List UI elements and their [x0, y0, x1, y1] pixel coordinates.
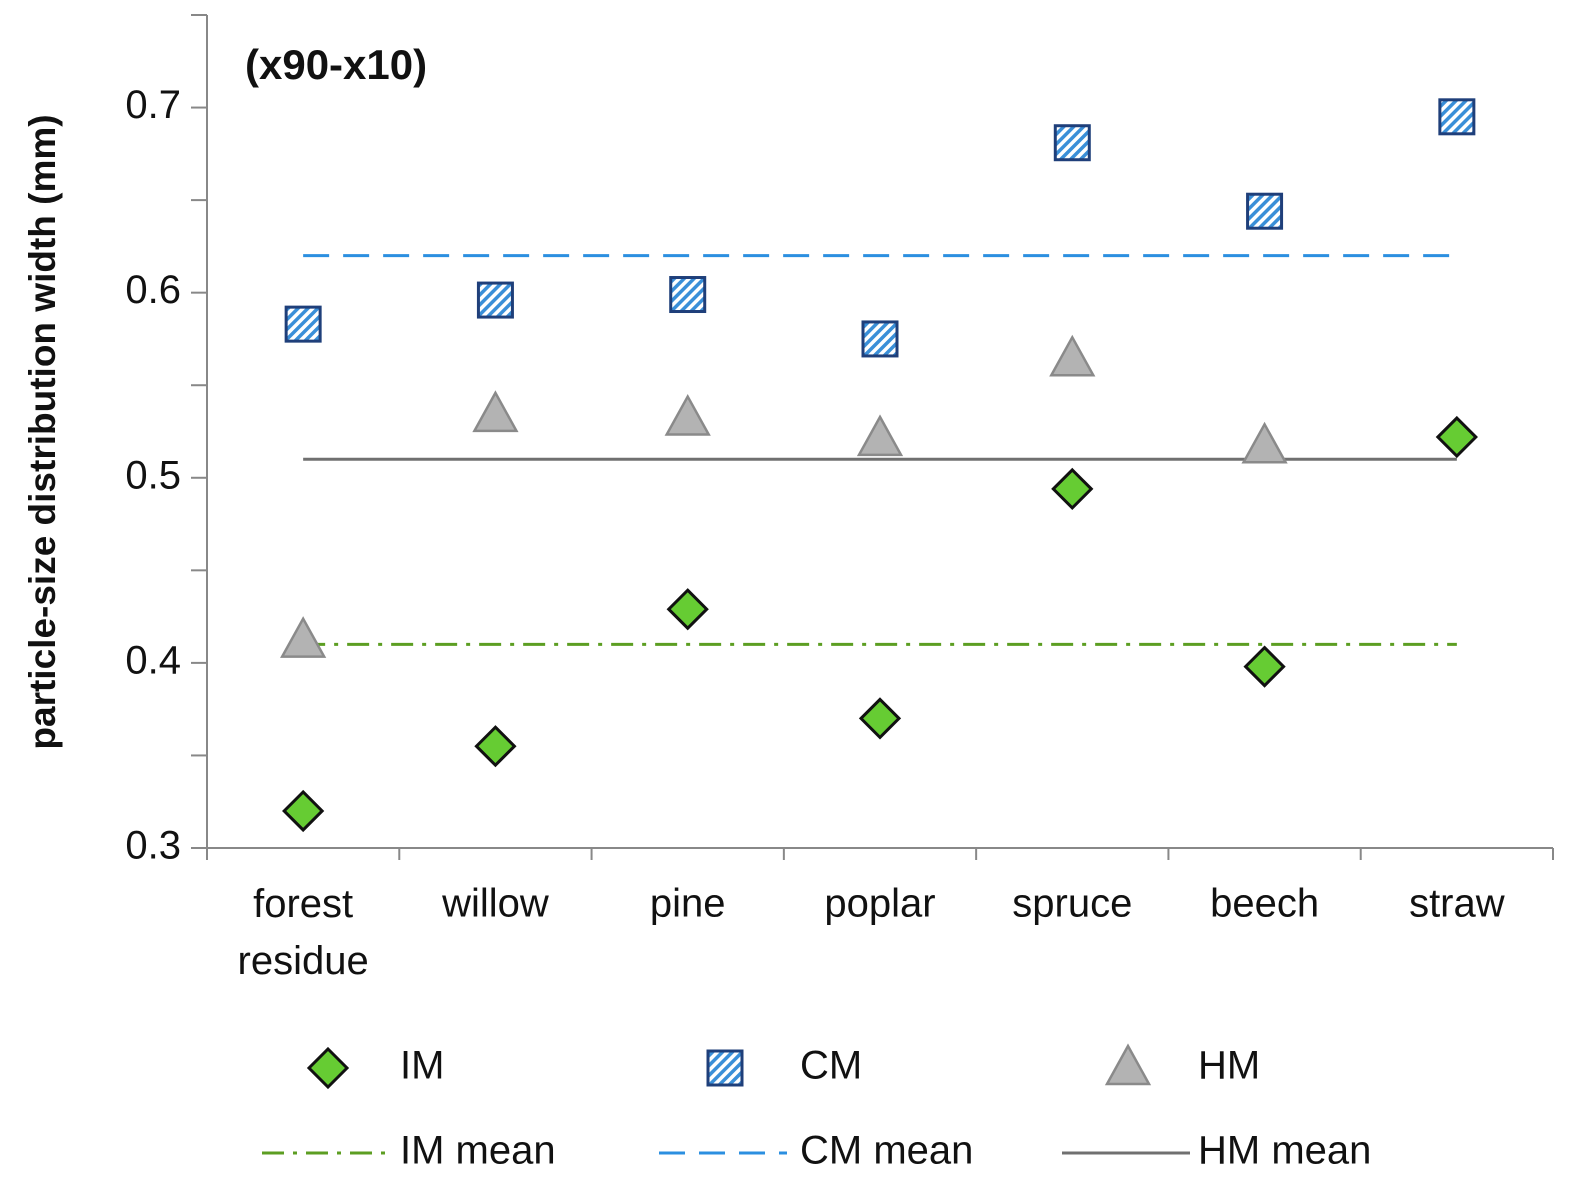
diamond-marker — [1435, 415, 1478, 459]
square-marker — [1053, 124, 1091, 162]
diamond-marker — [1051, 467, 1094, 511]
square-marker — [1438, 98, 1476, 136]
y-tick-label: 0.3 — [125, 824, 181, 868]
legend-label: CM mean — [800, 1129, 973, 1173]
square-marker — [706, 1049, 744, 1087]
x-tick-label: willow — [441, 882, 549, 926]
legend-label: HM mean — [1198, 1129, 1371, 1173]
square-marker — [1246, 192, 1284, 230]
square-marker — [669, 276, 707, 314]
square-marker — [861, 320, 899, 358]
square-marker — [476, 281, 514, 319]
triangle-marker — [856, 414, 904, 457]
triangle-marker — [472, 390, 519, 433]
y-tick-label: 0.5 — [125, 453, 181, 497]
y-tick-label: 0.7 — [125, 83, 181, 127]
triangle-marker — [1241, 421, 1288, 464]
x-tick-label: poplar — [824, 882, 935, 926]
x-tick-label: forest residue — [238, 882, 369, 983]
y-axis-label: particle-size distribution width (mm) — [22, 114, 63, 749]
diamond-marker — [858, 697, 902, 740]
triangle-marker — [280, 616, 327, 658]
diamond-marker — [306, 1046, 350, 1090]
x-tick-label: spruce — [1012, 882, 1132, 926]
diamond-marker — [666, 588, 709, 631]
legend-label: IM — [400, 1044, 444, 1088]
legend-label: HM — [1198, 1044, 1260, 1088]
y-tick-label: 0.6 — [125, 268, 181, 312]
triangle-marker — [664, 393, 711, 436]
x-tick-label: beech — [1210, 882, 1319, 926]
annotation: (x90-x10) — [245, 41, 427, 88]
square-marker — [284, 305, 322, 343]
diamond-marker — [1243, 645, 1286, 688]
diamond-marker — [282, 789, 325, 833]
triangle-marker — [1104, 1043, 1152, 1086]
legend-label: CM — [800, 1044, 862, 1088]
legend-label: IM mean — [400, 1129, 556, 1173]
x-tick-label: straw — [1409, 882, 1505, 926]
x-tick-label: pine — [650, 882, 726, 926]
triangle-marker — [1049, 334, 1096, 377]
diamond-marker — [474, 725, 517, 768]
y-tick-label: 0.4 — [125, 638, 181, 682]
